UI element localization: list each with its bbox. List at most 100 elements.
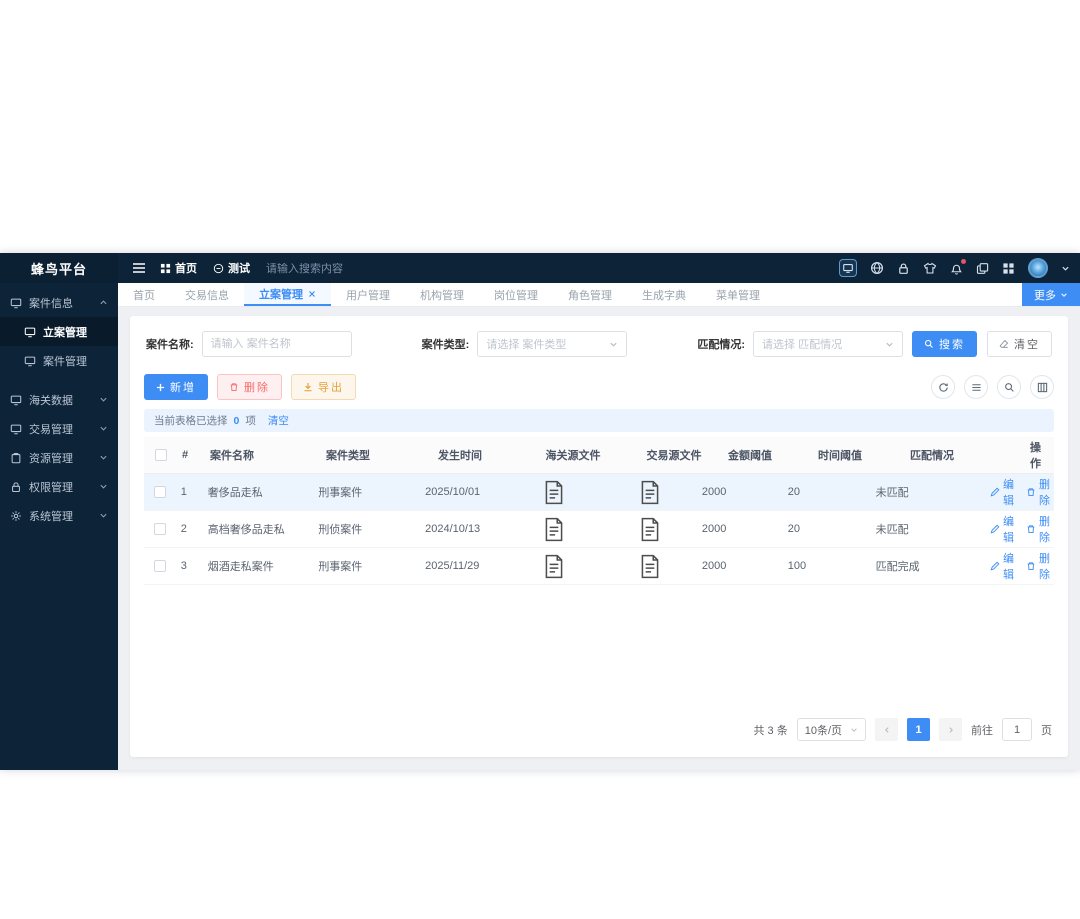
sidebar-collapse-button[interactable]: [132, 262, 146, 274]
selection-suffix: 项: [245, 415, 256, 427]
column-settings-button[interactable]: [1030, 375, 1054, 399]
filter-label: 案件类型:: [421, 339, 470, 351]
sidebar-item-label: 资源管理: [29, 452, 73, 465]
tab-filing-management[interactable]: 立案管理: [244, 283, 331, 306]
document-icon[interactable]: [541, 516, 567, 543]
trash-icon: [1026, 561, 1036, 571]
sidebar-item-label: 海关数据: [29, 394, 73, 407]
caret-down-icon: [99, 511, 108, 520]
sidebar-item-case-info[interactable]: 案件信息: [0, 288, 118, 317]
export-button[interactable]: 导出: [291, 374, 356, 400]
document-icon[interactable]: [541, 479, 567, 506]
notifications-button[interactable]: [950, 258, 966, 275]
delete-link[interactable]: 删除: [1026, 513, 1050, 545]
column-header: 操作: [1030, 442, 1041, 470]
lock-icon: [897, 262, 910, 275]
row-checkbox[interactable]: [154, 523, 167, 535]
topbar-search-input[interactable]: [266, 263, 396, 275]
goto-page-input[interactable]: [1002, 718, 1032, 741]
user-avatar[interactable]: [1028, 258, 1048, 278]
fullscreen-button[interactable]: [839, 259, 857, 277]
grid-icon: [1002, 262, 1015, 275]
chevron-down-icon: [850, 726, 858, 734]
density-button[interactable]: [964, 375, 988, 399]
sidebar-item-system-management[interactable]: 系统管理: [0, 501, 118, 530]
tab-role-management[interactable]: 角色管理: [553, 283, 627, 306]
language-button[interactable]: [870, 261, 884, 275]
clear-button[interactable]: 清空: [987, 331, 1052, 357]
theme-button[interactable]: [923, 262, 937, 275]
case-type-select[interactable]: 请选择 案件类型: [477, 331, 628, 357]
sidebar-item-permission-management[interactable]: 权限管理: [0, 472, 118, 501]
tab-dict-generate[interactable]: 生成字典: [627, 283, 701, 306]
filter-case-type: 案件类型: 请选择 案件类型: [422, 331, 628, 357]
globe-icon: [870, 261, 884, 275]
column-header: 发生时间: [438, 450, 482, 462]
edit-link[interactable]: 编辑: [990, 550, 1014, 582]
table-header-row: # 案件名称 案件类型 发生时间 海关源文件 交易源文件 金额阈值 时间阈值 匹…: [144, 437, 1054, 474]
delete-link-label: 删除: [1038, 553, 1050, 581]
add-button[interactable]: 新增: [144, 374, 208, 400]
match-status-select[interactable]: 请选择 匹配情况: [753, 331, 904, 357]
case-name-input[interactable]: [201, 331, 352, 357]
lock-screen-button[interactable]: [897, 262, 910, 275]
select-all-checkbox[interactable]: [155, 449, 167, 461]
tab-org-management[interactable]: 机构管理: [405, 283, 479, 306]
sidebar-item-transaction-management[interactable]: 交易管理: [0, 414, 118, 443]
page-size-select[interactable]: 10条/页: [796, 718, 866, 741]
chevron-down-icon: [1061, 264, 1070, 273]
page-1-button[interactable]: 1: [907, 718, 930, 741]
topbar-search: [266, 259, 396, 277]
trash-icon: [1026, 487, 1036, 497]
row-checkbox[interactable]: [154, 560, 167, 572]
row-index: 3: [180, 560, 187, 572]
tab-label: 菜单管理: [716, 289, 760, 302]
table-row[interactable]: 2 高档奢侈品走私 刑侦案件 2024/10/13 2000 20 未匹配 编辑: [144, 511, 1054, 548]
sidebar-item-filing-management[interactable]: 立案管理: [0, 317, 118, 346]
layout-button[interactable]: [1002, 262, 1015, 275]
user-menu-button[interactable]: [1061, 264, 1070, 273]
tabs-more-button[interactable]: 更多: [1022, 283, 1080, 306]
table-row[interactable]: 1 奢侈品走私 刑事案件 2025/10/01 2000 20 未匹配 编辑: [144, 474, 1054, 511]
docs-button[interactable]: [976, 262, 989, 275]
sidebar-item-label: 权限管理: [29, 481, 73, 494]
sidebar-item-customs-data[interactable]: 海关数据: [0, 385, 118, 414]
time-threshold: 20: [787, 486, 801, 498]
density-icon: [971, 382, 982, 393]
row-checkbox[interactable]: [154, 486, 167, 498]
refresh-button[interactable]: [931, 375, 955, 399]
next-page-button[interactable]: [939, 718, 962, 741]
grid-small-icon: [160, 263, 171, 274]
close-icon[interactable]: [308, 290, 316, 298]
document-icon[interactable]: [637, 479, 663, 506]
search-toggle-button[interactable]: [997, 375, 1021, 399]
delete-link[interactable]: 删除: [1026, 550, 1050, 582]
column-header: 交易源文件: [646, 450, 702, 462]
edit-link[interactable]: 编辑: [990, 476, 1014, 508]
sidebar-item-case-management[interactable]: 案件管理: [0, 346, 118, 375]
edit-link[interactable]: 编辑: [990, 513, 1014, 545]
prev-page-button[interactable]: [875, 718, 898, 741]
case-time: 2024/10/13: [425, 523, 481, 535]
tab-position-management[interactable]: 岗位管理: [479, 283, 553, 306]
search-button[interactable]: 搜索: [912, 331, 977, 357]
tab-home[interactable]: 首页: [118, 283, 170, 306]
tab-label: 首页: [133, 289, 155, 302]
delete-link[interactable]: 删除: [1026, 476, 1050, 508]
tab-user-management[interactable]: 用户管理: [331, 283, 405, 306]
breadcrumb-test[interactable]: 测试: [213, 260, 250, 276]
edit-link-label: 编辑: [1002, 553, 1014, 581]
table-row[interactable]: 3 烟酒走私案件 刑事案件 2025/11/29 2000 100 匹配完成 编…: [144, 548, 1054, 585]
selection-clear-link[interactable]: 清空: [267, 415, 289, 427]
caret-down-icon: [99, 453, 108, 462]
search-icon: [1004, 382, 1015, 393]
tab-menu-management[interactable]: 菜单管理: [701, 283, 775, 306]
delete-button[interactable]: 删除: [217, 374, 282, 400]
document-icon[interactable]: [637, 516, 663, 543]
document-icon[interactable]: [541, 553, 567, 580]
tab-transaction-info[interactable]: 交易信息: [170, 283, 244, 306]
document-icon[interactable]: [637, 553, 663, 580]
case-time: 2025/10/01: [425, 486, 481, 498]
sidebar-item-resource-management[interactable]: 资源管理: [0, 443, 118, 472]
breadcrumb-home[interactable]: 首页: [160, 260, 197, 276]
